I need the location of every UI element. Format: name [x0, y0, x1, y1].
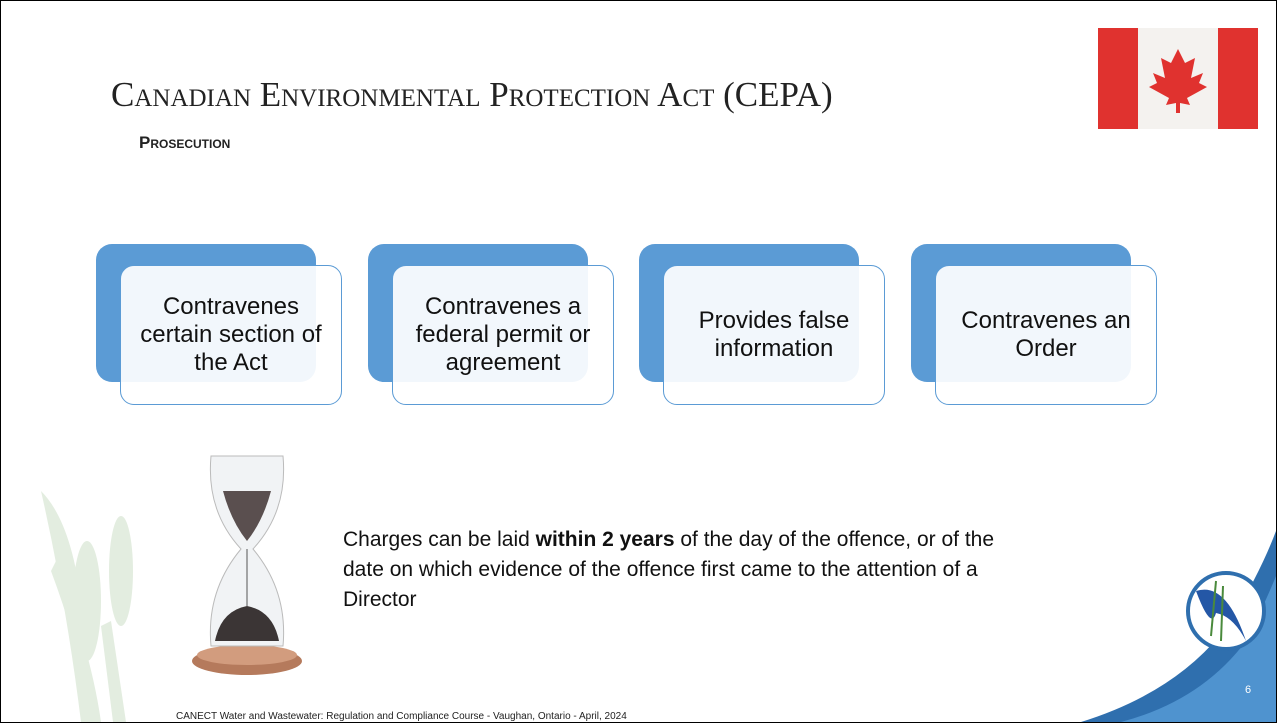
box-label: Contravenes an Order [935, 265, 1157, 405]
body-emphasis: within 2 years [536, 528, 675, 551]
reeds [41, 491, 133, 722]
hourglass [192, 456, 302, 675]
box-label: Provides false information [663, 265, 885, 405]
body-text: Charges can be laid within 2 years of th… [343, 525, 1003, 615]
box-label: Contravenes certain section of the Act [120, 265, 342, 405]
canada-flag [1098, 28, 1258, 129]
footer: CANECT Water and Wastewater: Regulation … [176, 711, 627, 722]
subtitle: Prosecution [139, 133, 230, 153]
box-label: Contravenes a federal permit or agreemen… [392, 265, 614, 405]
title: Canadian Environmental Protection Act (C… [111, 75, 833, 115]
slide: Canadian Environmental Protection Act (C… [0, 0, 1277, 723]
body-text: Charges can be laid [343, 528, 536, 551]
logo [1188, 573, 1264, 649]
page-number: 6 [1245, 684, 1251, 696]
